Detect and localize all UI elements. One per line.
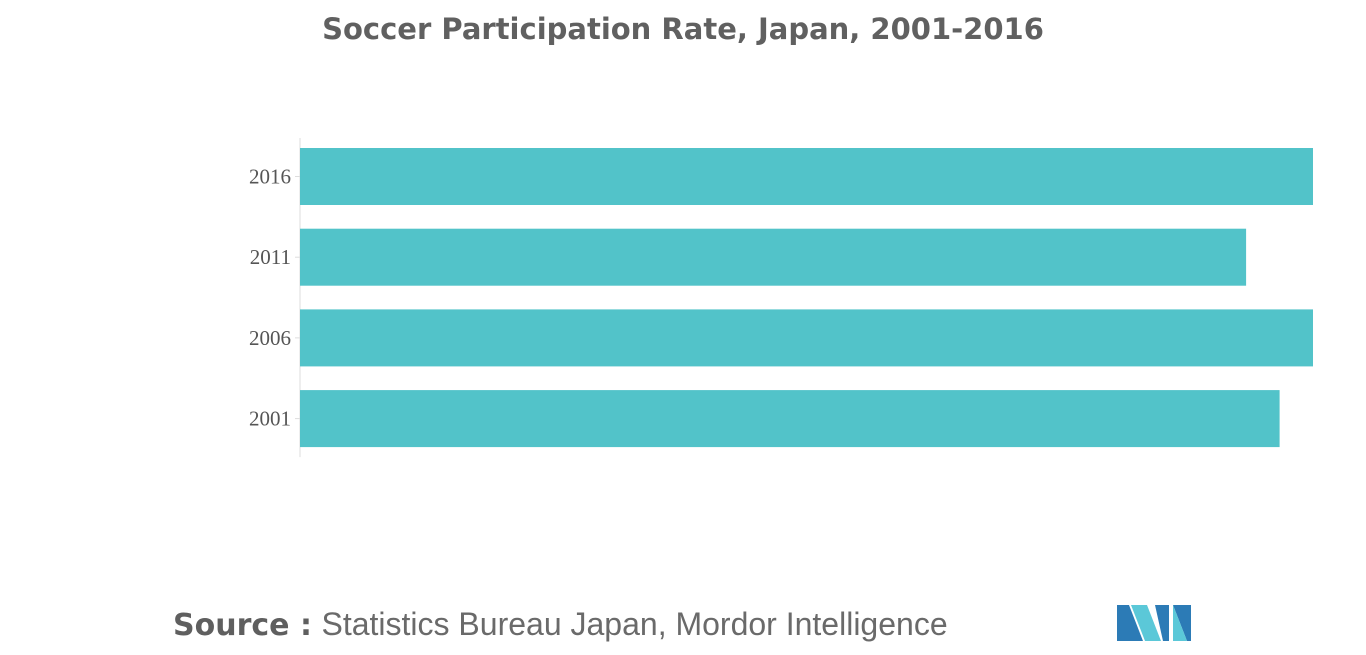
bar-2016 — [300, 148, 1313, 205]
y-tick-label-2016: 2016 — [249, 165, 291, 189]
mordor-intelligence-logo-icon — [1117, 605, 1191, 641]
source-footer: Source : Statistics Bureau Japan, Mordor… — [173, 606, 948, 643]
y-tick-label-2001: 2001 — [249, 407, 291, 431]
bars-layer — [295, 138, 1313, 458]
bar-2006 — [300, 309, 1313, 367]
bar-2001 — [300, 390, 1280, 448]
category-labels-layer: 2016 2011 2006 2001 — [249, 165, 291, 431]
y-tick-label-2006: 2006 — [249, 326, 291, 350]
source-text: Statistics Bureau Japan, Mordor Intellig… — [321, 606, 948, 642]
source-label: Source : — [173, 608, 312, 643]
bar-2011 — [300, 228, 1247, 286]
chart-title: Soccer Participation Rate, Japan, 2001-2… — [322, 12, 1044, 46]
y-tick-label-2011: 2011 — [250, 245, 291, 269]
